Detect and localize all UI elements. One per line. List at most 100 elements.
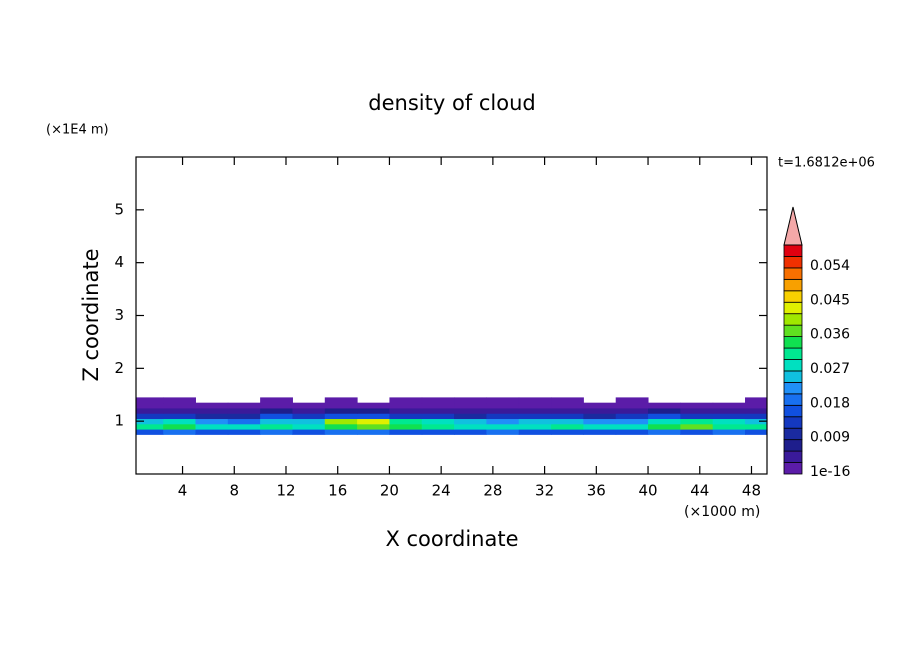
density-cell	[745, 407, 767, 414]
colorbar-box	[783, 267, 803, 280]
density-cell	[583, 407, 617, 414]
density-cell	[260, 423, 293, 430]
density-cell	[648, 429, 681, 435]
y-tick-label: 5	[114, 200, 124, 218]
density-cell	[421, 429, 455, 435]
density-cell	[324, 418, 358, 425]
density-cell	[357, 402, 390, 409]
y-tick-label: 3	[114, 306, 124, 324]
density-cell	[389, 413, 423, 420]
x-tick-label: 16	[328, 482, 347, 500]
density-cell	[712, 407, 746, 414]
colorbar-box	[783, 439, 803, 452]
density-cell	[712, 402, 746, 409]
x-tick-label: 4	[178, 482, 188, 500]
density-cell	[260, 418, 293, 425]
colorbar-box	[783, 359, 803, 372]
density-cell	[712, 413, 746, 420]
density-cell	[292, 407, 326, 414]
density-cell	[648, 418, 681, 425]
density-cell	[680, 402, 714, 409]
density-cell	[615, 407, 649, 414]
colorbar-box	[783, 462, 803, 475]
density-cell	[163, 429, 196, 435]
chart-title: density of cloud	[368, 91, 535, 115]
density-cell	[486, 407, 520, 414]
density-cell	[389, 423, 423, 430]
density-cell	[680, 423, 714, 430]
density-cell	[163, 397, 196, 404]
density-cell	[195, 418, 229, 425]
density-cell	[745, 402, 767, 409]
density-cell	[227, 402, 261, 409]
density-cell	[227, 418, 261, 425]
density-cell	[292, 429, 326, 435]
colorbar-label: 1e-16	[810, 464, 850, 480]
density-cell	[136, 397, 164, 404]
density-cell	[583, 429, 617, 435]
density-cell	[518, 423, 552, 430]
density-cell	[454, 397, 487, 404]
density-cell	[260, 429, 293, 435]
colorbar-label: 0.036	[810, 327, 850, 343]
x-tick-label: 36	[587, 482, 606, 500]
density-cell	[486, 418, 520, 425]
colorbar-box	[783, 370, 803, 383]
density-cell	[195, 423, 229, 430]
density-cell	[551, 407, 584, 414]
density-cell	[454, 407, 487, 414]
density-cell	[357, 407, 390, 414]
density-cell	[518, 397, 552, 404]
y-axis-label: Z coordinate	[79, 248, 103, 381]
density-cell	[324, 397, 358, 404]
density-cell	[421, 397, 455, 404]
density-cell	[454, 402, 487, 409]
density-cell	[518, 418, 552, 425]
density-cell	[357, 429, 390, 435]
density-cell	[551, 429, 584, 435]
density-cell	[324, 402, 358, 409]
density-cell	[163, 402, 196, 409]
density-cell	[486, 423, 520, 430]
density-cell	[227, 413, 261, 420]
density-cell	[136, 429, 164, 435]
density-cell	[324, 429, 358, 435]
density-cell	[163, 407, 196, 414]
x-tick-label: 32	[535, 482, 554, 500]
x-tick-label: 20	[380, 482, 399, 500]
density-cell	[583, 413, 617, 420]
x-axis-label: X coordinate	[385, 527, 518, 551]
colorbar-label: 0.018	[810, 395, 850, 411]
density-cell	[227, 423, 261, 430]
density-cell	[680, 407, 714, 414]
density-cell	[163, 423, 196, 430]
density-cell	[421, 423, 455, 430]
time-label: t=1.6812e+06	[778, 156, 875, 171]
density-cell	[648, 407, 681, 414]
density-cell	[421, 407, 455, 414]
density-cell	[615, 402, 649, 409]
density-cell	[292, 418, 326, 425]
density-cell	[712, 418, 746, 425]
x-unit: (×1000 m)	[684, 504, 760, 520]
x-tick-label: 24	[432, 482, 451, 500]
colorbar-label: 0.009	[810, 430, 850, 446]
density-cell	[583, 423, 617, 430]
density-cell	[551, 402, 584, 409]
density-cell	[195, 402, 229, 409]
colorbar-box	[783, 393, 803, 406]
density-cell	[518, 413, 552, 420]
colorbar-box	[783, 313, 803, 326]
density-cell	[551, 418, 584, 425]
density-cell	[421, 413, 455, 420]
density-cell	[136, 407, 164, 414]
colorbar-label: 0.054	[810, 258, 850, 274]
density-cell	[227, 429, 261, 435]
colorbar-label: 0.027	[810, 361, 850, 377]
density-cell	[615, 429, 649, 435]
density-cell	[680, 418, 714, 425]
colorbar-box	[783, 244, 803, 257]
density-cell	[421, 418, 455, 425]
x-tick-label: 8	[229, 482, 239, 500]
